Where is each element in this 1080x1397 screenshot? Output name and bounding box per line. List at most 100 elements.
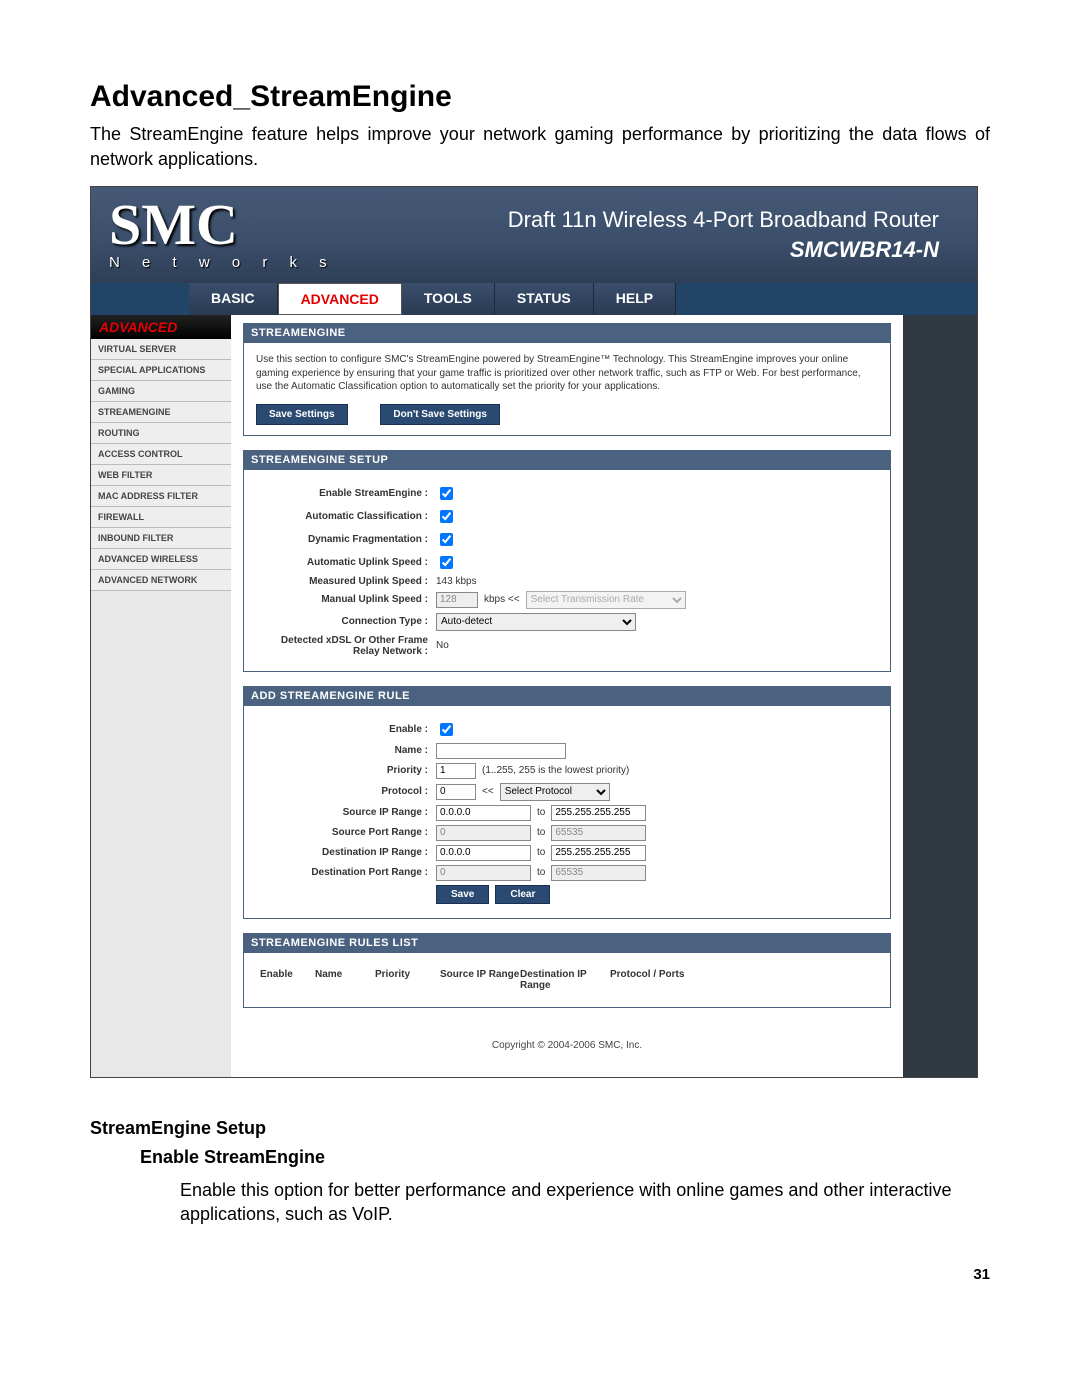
sidebar-item-special-apps[interactable]: SPECIAL APPLICATIONS [91, 360, 231, 381]
label-rule-priority: Priority : [256, 765, 436, 776]
label-enable-se: Enable StreamEngine : [256, 488, 436, 499]
label-dyn-frag: Dynamic Fragmentation : [256, 534, 436, 545]
kbps-label: kbps << [484, 594, 520, 605]
rule-enable-checkbox[interactable] [440, 723, 453, 736]
rule-name-input[interactable] [436, 743, 566, 759]
auto-classification-checkbox[interactable] [440, 510, 453, 523]
col-enable: Enable [260, 969, 315, 991]
section-rules-list-body: Enable Name Priority Source IP Range Des… [243, 953, 891, 1008]
dynamic-fragmentation-checkbox[interactable] [440, 533, 453, 546]
product-line1: Draft 11n Wireless 4-Port Broadband Rout… [369, 207, 939, 233]
sidebar-item-web-filter[interactable]: WEB FILTER [91, 465, 231, 486]
src-port-from-input[interactable] [436, 825, 531, 841]
col-name: Name [315, 969, 375, 991]
product-line2: SMCWBR14-N [369, 237, 939, 263]
doc-heading: Advanced_StreamEngine [90, 80, 990, 114]
sidebar-item-routing[interactable]: ROUTING [91, 423, 231, 444]
section-rules-list-bar: STREAMENGINE RULES LIST [243, 933, 891, 953]
to-label: to [537, 847, 545, 858]
rule-save-button[interactable]: Save [436, 885, 489, 904]
dst-ip-to-input[interactable] [551, 845, 646, 861]
label-src-ip: Source IP Range : [256, 807, 436, 818]
src-ip-to-input[interactable] [551, 805, 646, 821]
to-label: to [537, 867, 545, 878]
auto-uplink-checkbox[interactable] [440, 556, 453, 569]
section-rule-bar: ADD STREAMENGINE RULE [243, 686, 891, 706]
router-header: SMC N e t w o r k s Draft 11n Wireless 4… [91, 187, 977, 283]
section-intro-text: Use this section to configure SMC's Stre… [256, 353, 878, 394]
enable-streamengine-checkbox[interactable] [440, 487, 453, 500]
label-manual: Manual Uplink Speed : [256, 594, 436, 605]
col-proto: Protocol / Ports [610, 969, 874, 991]
doc-intro: The StreamEngine feature helps improve y… [90, 122, 990, 172]
section-intro-body: Use this section to configure SMC's Stre… [243, 343, 891, 436]
sidebar-item-inbound-filter[interactable]: INBOUND FILTER [91, 528, 231, 549]
label-measured: Measured Uplink Speed : [256, 576, 436, 587]
label-rule-enable: Enable : [256, 724, 436, 735]
sidebar-item-adv-wireless[interactable]: ADVANCED WIRELESS [91, 549, 231, 570]
logo: SMC N e t w o r k s [109, 200, 369, 270]
main-content: STREAMENGINE Use this section to configu… [231, 315, 903, 1077]
sidebar-title: ADVANCED [91, 315, 231, 339]
sidebar-item-virtual-server[interactable]: VIRTUAL SERVER [91, 339, 231, 360]
tab-advanced[interactable]: ADVANCED [278, 283, 402, 315]
label-detected: Detected xDSL Or Other Frame Relay Netwo… [256, 635, 436, 657]
section-intro-bar: STREAMENGINE [243, 323, 891, 343]
logo-bottom: N e t w o r k s [109, 254, 369, 271]
label-rule-name: Name : [256, 745, 436, 756]
rule-clear-button[interactable]: Clear [495, 885, 550, 904]
transmission-rate-select[interactable]: Select Transmission Rate [526, 591, 686, 609]
src-ip-from-input[interactable] [436, 805, 531, 821]
col-dst-ip: Destination IP Range [520, 969, 610, 991]
detected-xdsl-value: No [436, 640, 449, 651]
label-dst-port: Destination Port Range : [256, 867, 436, 878]
dst-port-from-input[interactable] [436, 865, 531, 881]
rule-priority-input[interactable] [436, 763, 476, 779]
router-screenshot: SMC N e t w o r k s Draft 11n Wireless 4… [90, 186, 978, 1078]
tab-status[interactable]: STATUS [495, 283, 594, 315]
connection-type-select[interactable]: Auto-detect [436, 613, 636, 631]
sidebar-item-access-control[interactable]: ACCESS CONTROL [91, 444, 231, 465]
section-rule-body: Enable : Name : Priority : (1..255, 255 … [243, 706, 891, 919]
rule-protocol-input[interactable] [436, 784, 476, 800]
section-setup-body: Enable StreamEngine : Automatic Classifi… [243, 470, 891, 672]
tab-help[interactable]: HELP [594, 283, 676, 315]
page-number: 31 [90, 1266, 990, 1283]
to-label: to [537, 807, 545, 818]
sidebar-item-streamengine[interactable]: STREAMENGINE [91, 402, 231, 423]
header-title: Draft 11n Wireless 4-Port Broadband Rout… [369, 207, 959, 263]
save-settings-button[interactable]: Save Settings [256, 404, 348, 425]
logo-top: SMC [109, 200, 369, 249]
label-conn-type: Connection Type : [256, 616, 436, 627]
tab-basic[interactable]: BASIC [189, 283, 278, 315]
priority-hint: (1..255, 255 is the lowest priority) [482, 765, 629, 776]
rules-list-header: Enable Name Priority Source IP Range Des… [256, 963, 878, 997]
sidebar-item-gaming[interactable]: GAMING [91, 381, 231, 402]
nav-tabs: BASIC ADVANCED TOOLS STATUS HELP [91, 283, 977, 315]
manual-uplink-input[interactable] [436, 592, 478, 608]
doc-paragraph: Enable this option for better performanc… [180, 1178, 990, 1227]
measured-uplink-value: 143 kbps [436, 576, 477, 587]
protocol-arrow: << [482, 786, 494, 797]
dst-port-to-input[interactable] [551, 865, 646, 881]
label-rule-protocol: Protocol : [256, 786, 436, 797]
doc-subheading-2: Enable StreamEngine [140, 1147, 990, 1168]
label-dst-ip: Destination IP Range : [256, 847, 436, 858]
label-auto-uplink: Automatic Uplink Speed : [256, 557, 436, 568]
rule-protocol-select[interactable]: Select Protocol [500, 783, 610, 801]
tab-tools[interactable]: TOOLS [402, 283, 495, 315]
label-auto-class: Automatic Classification : [256, 511, 436, 522]
sidebar-item-firewall[interactable]: FIREWALL [91, 507, 231, 528]
to-label: to [537, 827, 545, 838]
sidebar-item-mac-filter[interactable]: MAC ADDRESS FILTER [91, 486, 231, 507]
section-setup-bar: STREAMENGINE SETUP [243, 450, 891, 470]
dont-save-settings-button[interactable]: Don't Save Settings [380, 404, 500, 425]
col-src-ip: Source IP Range [440, 969, 520, 991]
label-src-port: Source Port Range : [256, 827, 436, 838]
dst-ip-from-input[interactable] [436, 845, 531, 861]
doc-subheading-1: StreamEngine Setup [90, 1118, 990, 1139]
col-priority: Priority [375, 969, 440, 991]
sidebar-item-adv-network[interactable]: ADVANCED NETWORK [91, 570, 231, 591]
copyright: Copyright © 2004-2006 SMC, Inc. [243, 1022, 891, 1059]
src-port-to-input[interactable] [551, 825, 646, 841]
